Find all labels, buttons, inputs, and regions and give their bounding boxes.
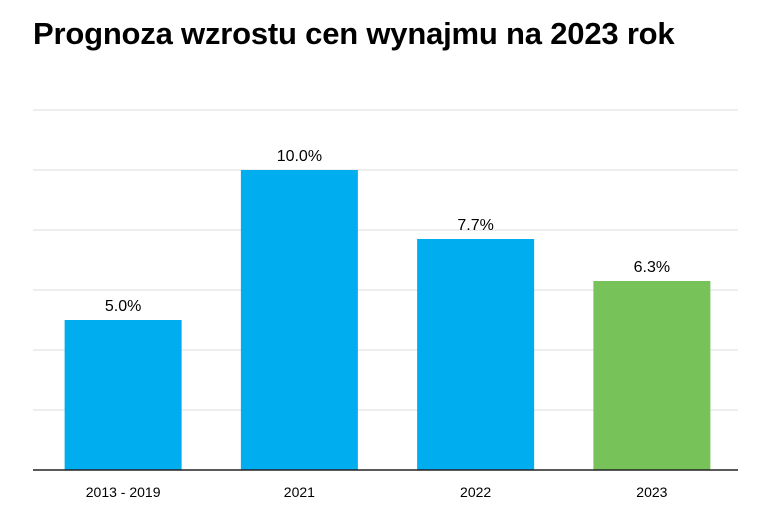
x-tick-label-4: 2023 — [636, 484, 667, 500]
bar-4 — [593, 281, 711, 470]
bars — [64, 170, 711, 470]
x-tick-label-1: 2013 - 2019 — [86, 484, 161, 500]
x-tick-label-2: 2021 — [284, 484, 315, 500]
x-tick-labels: 2013 - 2019 2021 2022 2023 — [86, 484, 668, 500]
bar-2 — [240, 170, 358, 470]
bar-1 — [64, 320, 182, 470]
data-label-4: 6.3% — [634, 259, 670, 276]
x-tick-label-3: 2022 — [460, 484, 491, 500]
data-label-3: 7.7% — [457, 217, 493, 234]
data-label-2: 10.0% — [277, 148, 322, 165]
bar-3 — [417, 239, 535, 470]
chart-title: Prognoza wzrostu cen wynajmu na 2023 rok — [33, 16, 675, 51]
data-label-1: 5.0% — [105, 298, 141, 315]
data-labels: 5.0% 10.0% 7.7% 6.3% — [105, 148, 670, 315]
